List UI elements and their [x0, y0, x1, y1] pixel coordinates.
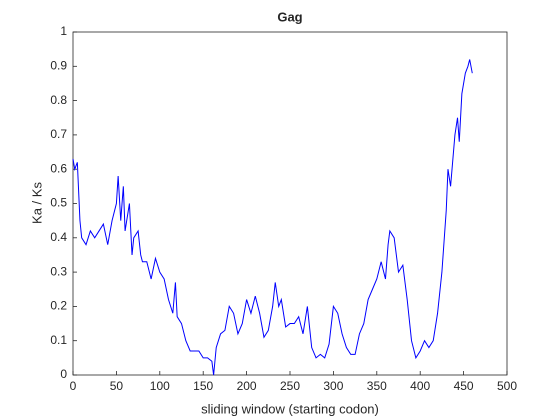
- y-tick-label: 1: [60, 24, 67, 38]
- x-axis-label: sliding window (starting codon): [201, 401, 379, 416]
- y-tick-label: 0.3: [50, 264, 67, 278]
- chart-title: Gag: [277, 9, 302, 24]
- x-tick-label: 450: [454, 379, 474, 393]
- y-tick-label: 0.5: [50, 196, 67, 210]
- x-tick-label: 300: [323, 379, 343, 393]
- x-tick-label: 0: [70, 379, 77, 393]
- plot-box: [72, 31, 508, 376]
- y-tick-label: 0.8: [50, 93, 67, 107]
- x-tick-label: 250: [280, 379, 300, 393]
- x-tick-label: 200: [237, 379, 257, 393]
- y-tick-label: 0.9: [50, 58, 67, 72]
- y-tick-label: 0.1: [50, 333, 67, 347]
- y-tick-label: 0.4: [50, 230, 67, 244]
- y-tick-label: 0.6: [50, 161, 67, 175]
- y-tick-label: 0.2: [50, 299, 67, 313]
- x-tick-label: 150: [193, 379, 213, 393]
- x-tick-label: 50: [110, 379, 124, 393]
- x-tick-label: 400: [410, 379, 430, 393]
- line-series: [72, 59, 473, 376]
- x-tick-label: 100: [150, 379, 170, 393]
- y-tick-label: 0.7: [50, 127, 67, 141]
- x-tick-label: 500: [497, 379, 517, 393]
- x-tick-label: 350: [367, 379, 387, 393]
- y-tick-label: 0: [60, 367, 67, 381]
- y-axis-label: Ka / Ks: [29, 182, 44, 224]
